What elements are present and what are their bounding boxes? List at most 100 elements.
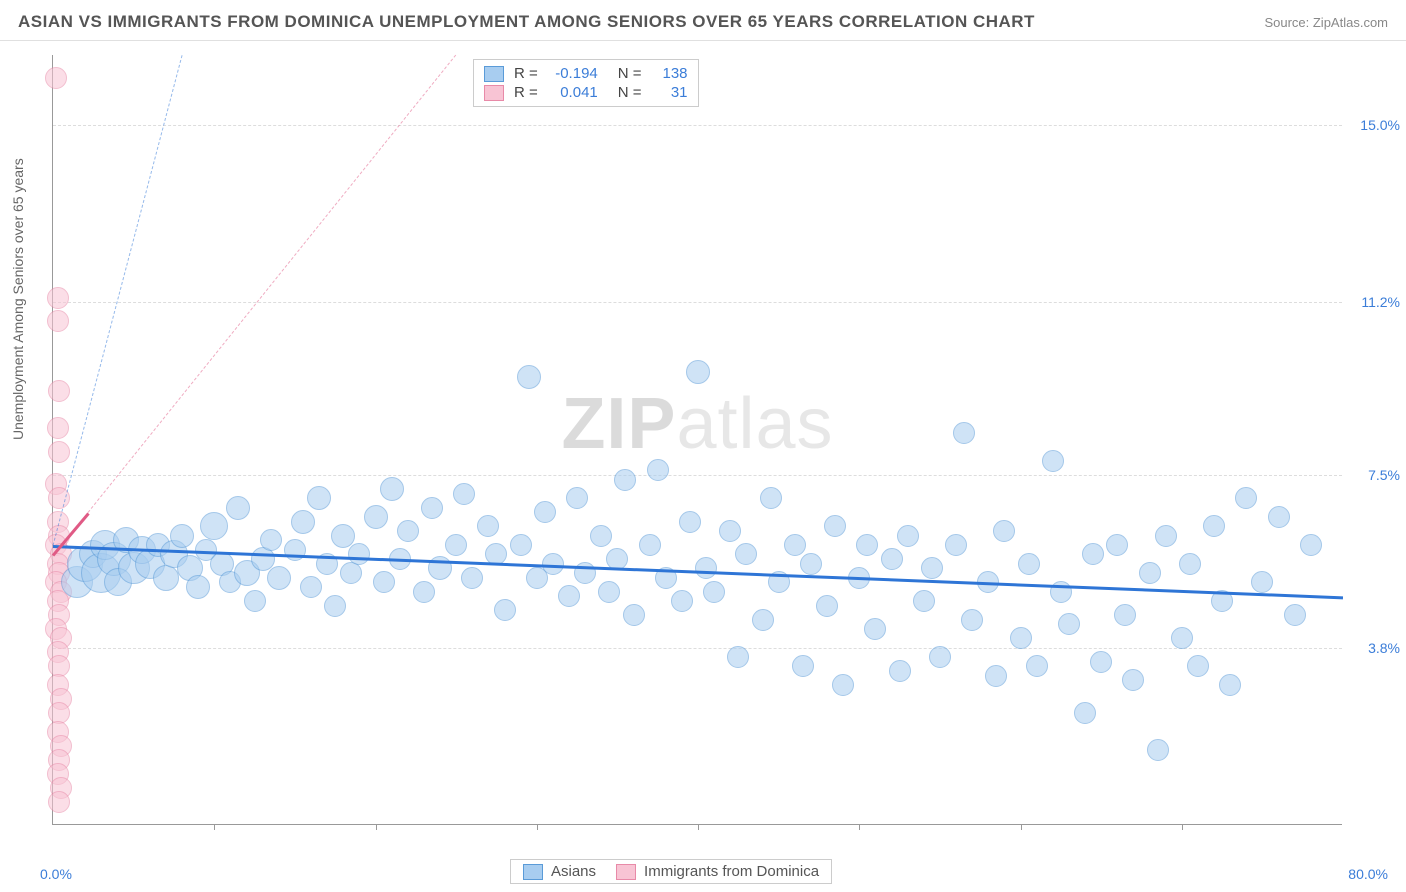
n-label: N = — [618, 65, 642, 82]
data-point — [598, 581, 620, 603]
watermark: ZIPatlas — [561, 383, 833, 465]
trendline-extension — [88, 55, 456, 513]
data-point — [832, 674, 854, 696]
data-point — [1235, 487, 1257, 509]
data-point — [1114, 604, 1136, 626]
data-point — [1090, 651, 1112, 673]
chart-header: ASIAN VS IMMIGRANTS FROM DOMINICA UNEMPL… — [0, 0, 1406, 41]
gridline — [53, 302, 1342, 303]
data-point — [856, 534, 878, 556]
data-point — [1139, 562, 1161, 584]
data-point — [961, 609, 983, 631]
data-point — [445, 534, 467, 556]
data-point — [1284, 604, 1306, 626]
data-point — [1155, 525, 1177, 547]
data-point — [186, 575, 210, 599]
data-point — [291, 510, 315, 534]
data-point — [324, 595, 346, 617]
data-point — [364, 505, 388, 529]
gridline — [53, 475, 1342, 476]
data-point — [752, 609, 774, 631]
data-point — [348, 543, 370, 565]
data-point — [331, 524, 355, 548]
data-point — [48, 791, 70, 813]
data-point — [47, 417, 69, 439]
x-tick — [214, 824, 215, 830]
x-tick — [698, 824, 699, 830]
data-point — [1268, 506, 1290, 528]
data-point — [477, 515, 499, 537]
data-point — [267, 566, 291, 590]
x-tick — [1182, 824, 1183, 830]
chart-source: Source: ZipAtlas.com — [1264, 15, 1388, 30]
y-tick-label: 7.5% — [1368, 467, 1400, 483]
data-point — [985, 665, 1007, 687]
data-point — [1171, 627, 1193, 649]
data-point — [421, 497, 443, 519]
data-point — [727, 646, 749, 668]
y-tick-label: 11.2% — [1361, 294, 1400, 310]
data-point — [929, 646, 951, 668]
data-point — [824, 515, 846, 537]
data-point — [461, 567, 483, 589]
data-point — [760, 487, 782, 509]
data-point — [48, 441, 70, 463]
data-point — [153, 565, 179, 591]
data-point — [47, 287, 69, 309]
data-point — [1251, 571, 1273, 593]
data-point — [1187, 655, 1209, 677]
legend-label: Asians — [551, 863, 596, 880]
data-point — [47, 310, 69, 332]
correlation-stats-box: R =-0.194N =138R =0.041N =31 — [473, 59, 699, 107]
data-point — [558, 585, 580, 607]
x-axis-min-label: 0.0% — [40, 866, 72, 882]
data-point — [953, 422, 975, 444]
data-point — [735, 543, 757, 565]
r-value: 0.041 — [548, 84, 598, 101]
x-tick — [1021, 824, 1022, 830]
data-point — [260, 529, 282, 551]
data-point — [1106, 534, 1128, 556]
legend-item: Asians — [523, 863, 596, 880]
data-point — [1300, 534, 1322, 556]
data-point — [1074, 702, 1096, 724]
legend: Asians Immigrants from Dominica — [510, 859, 832, 884]
data-point — [897, 525, 919, 547]
data-point — [494, 599, 516, 621]
data-point — [913, 590, 935, 612]
n-value: 138 — [652, 65, 688, 82]
data-point — [307, 486, 331, 510]
r-label: R = — [514, 65, 538, 82]
data-point — [881, 548, 903, 570]
data-point — [719, 520, 741, 542]
data-point — [695, 557, 717, 579]
data-point — [647, 459, 669, 481]
data-point — [889, 660, 911, 682]
data-point — [1026, 655, 1048, 677]
data-point — [864, 618, 886, 640]
data-point — [703, 581, 725, 603]
x-tick — [376, 824, 377, 830]
legend-swatch — [616, 864, 636, 880]
n-value: 31 — [652, 84, 688, 101]
gridline — [53, 648, 1342, 649]
data-point — [1122, 669, 1144, 691]
data-point — [534, 501, 556, 523]
data-point — [614, 469, 636, 491]
x-axis-max-label: 80.0% — [1348, 866, 1388, 882]
data-point — [945, 534, 967, 556]
data-point — [679, 511, 701, 533]
data-point — [623, 604, 645, 626]
data-point — [590, 525, 612, 547]
watermark-bold: ZIP — [561, 384, 676, 464]
y-axis-label: Unemployment Among Seniors over 65 years — [10, 158, 26, 440]
data-point — [45, 67, 67, 89]
data-point — [1179, 553, 1201, 575]
watermark-rest: atlas — [676, 384, 833, 464]
data-point — [413, 581, 435, 603]
data-point — [784, 534, 806, 556]
chart-title: ASIAN VS IMMIGRANTS FROM DOMINICA UNEMPL… — [18, 12, 1035, 32]
data-point — [566, 487, 588, 509]
data-point — [1042, 450, 1064, 472]
legend-label: Immigrants from Dominica — [644, 863, 819, 880]
